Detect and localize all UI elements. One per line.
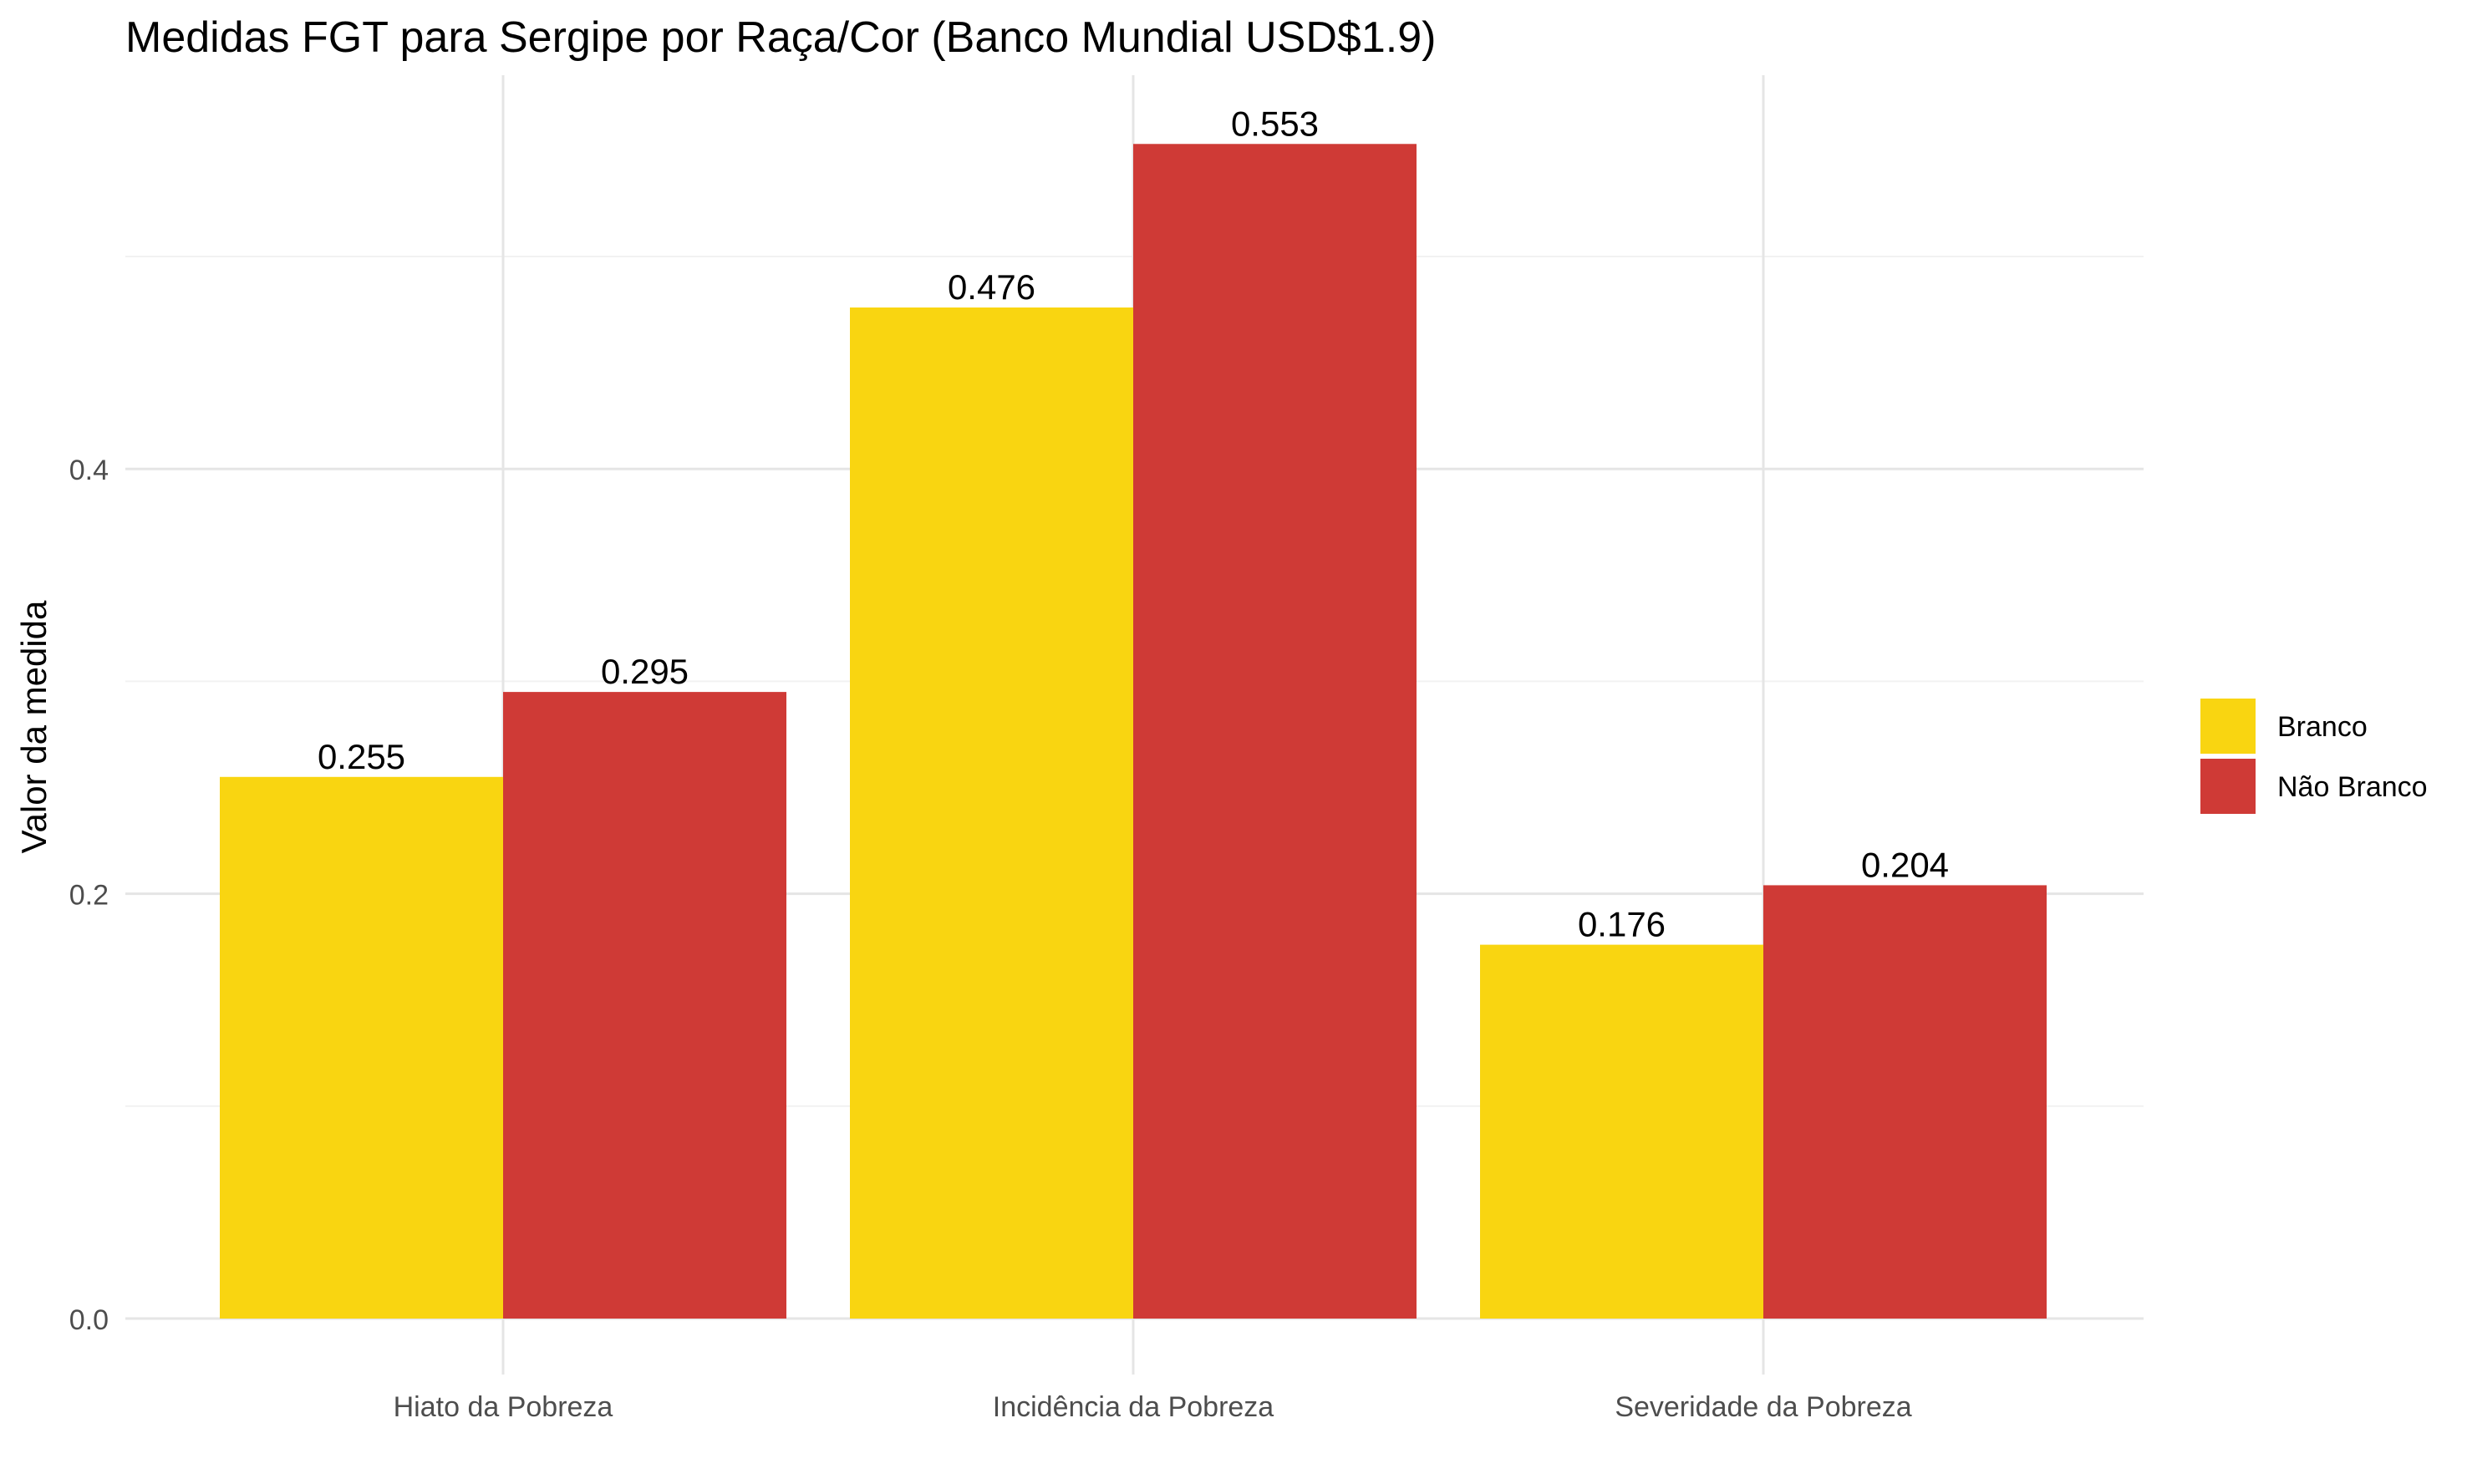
x-axis-ticks: Hiato da Pobreza Incidência da Pobreza Sev…	[394, 1391, 1912, 1423]
x-tick-label: Incidência da Pobreza	[993, 1391, 1274, 1423]
data-label: 0.176	[1578, 905, 1666, 944]
data-label: 0.553	[1231, 104, 1319, 143]
x-tick-label: Severidade da Pobreza	[1615, 1391, 1911, 1423]
bar-branco-2	[1480, 944, 1763, 1319]
y-axis-ticks: 0.0 0.2 0.4	[69, 455, 109, 1336]
data-labels: 0.255 0.476 0.176 0.295 0.553 0.204	[318, 104, 1949, 943]
data-label: 0.476	[948, 267, 1035, 307]
legend-key	[2200, 759, 2256, 814]
legend-key	[2200, 699, 2256, 754]
legend: Branco Não Branco	[2200, 699, 2428, 814]
legend-label: Branco	[2277, 711, 2368, 743]
y-tick-label: 0.4	[69, 455, 109, 486]
bar-branco-1	[850, 307, 1133, 1319]
x-tick-label: Hiato da Pobreza	[394, 1391, 613, 1423]
data-label: 0.204	[1861, 845, 1949, 884]
y-tick-label: 0.2	[69, 880, 109, 912]
bar-branco-0	[220, 776, 503, 1319]
bar-nao-branco-1	[1133, 144, 1417, 1319]
data-label: 0.295	[601, 652, 689, 691]
legend-label: Não Branco	[2277, 771, 2428, 803]
bar-nao-branco-2	[1763, 885, 2047, 1319]
y-axis-label: Valor da medida	[14, 600, 53, 853]
bars	[220, 144, 2047, 1319]
bar-nao-branco-0	[503, 692, 786, 1319]
data-label: 0.255	[318, 737, 405, 776]
chart-title: Medidas FGT para Sergipe por Raça/Cor (B…	[125, 13, 1436, 62]
y-tick-label: 0.0	[69, 1304, 109, 1336]
